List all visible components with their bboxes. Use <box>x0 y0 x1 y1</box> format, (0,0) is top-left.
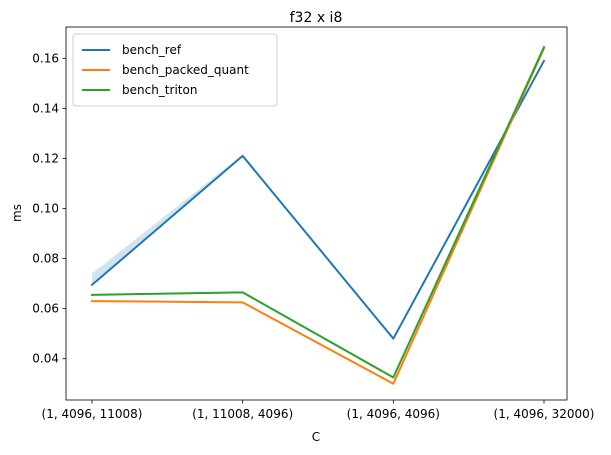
y-tick-label: 0.08 <box>32 252 59 266</box>
x-axis: (1, 4096, 11008) (1, 11008, 4096) (1, 4096… <box>42 400 595 421</box>
legend-box <box>72 33 278 107</box>
series-lines <box>90 45 546 385</box>
series-line-bench_ref <box>90 59 546 340</box>
legend-label-bench_triton: bench_triton <box>122 83 197 97</box>
plot-frame <box>65 26 568 401</box>
x-tick-label: (1, 11008, 4096) <box>192 407 293 421</box>
y-tick-label: 0.14 <box>32 101 59 115</box>
series-line-bench_triton <box>90 45 546 379</box>
y-tick-label: 0.04 <box>32 352 59 366</box>
x-tick-label: (1, 4096, 4096) <box>347 407 440 421</box>
y-tick-label: 0.06 <box>32 302 59 316</box>
y-tick-label: 0.16 <box>32 51 59 65</box>
legend: bench_ref bench_packed_quant bench_triton <box>72 33 278 107</box>
chart-title: f32 x i8 <box>290 10 343 26</box>
series-line-bench_packed_quant <box>90 46 546 385</box>
legend-label-bench_packed_quant: bench_packed_quant <box>122 63 249 77</box>
x-axis-label: C <box>312 430 320 444</box>
y-axis-label: ms <box>10 204 24 222</box>
y-tick-label: 0.10 <box>32 201 59 215</box>
x-tick-label: (1, 4096, 32000) <box>494 407 595 421</box>
legend-label-bench_ref: bench_ref <box>122 43 182 57</box>
y-axis: 0.04 0.06 0.08 0.10 0.12 0.14 0.16 <box>32 51 66 366</box>
y-tick-label: 0.12 <box>32 151 59 165</box>
x-tick-label: (1, 4096, 11008) <box>42 407 143 421</box>
